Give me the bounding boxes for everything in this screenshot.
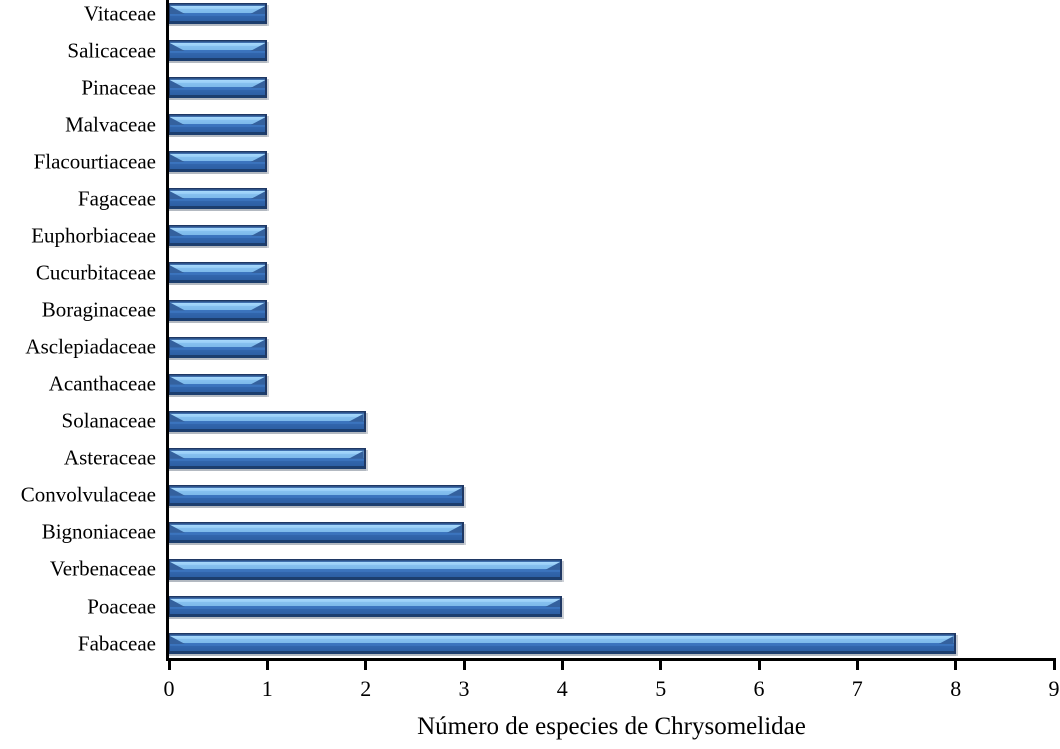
category-label: Boraginaceae [41,297,156,322]
x-axis-line [166,658,1056,661]
bar-asteraceae [169,447,366,469]
category-label: Convolvulaceae [20,482,156,507]
category-label: Malvaceae [65,112,156,137]
y-axis-line [166,0,169,661]
x-tick-mark [954,661,958,670]
bar-flacourtiaceae [169,151,268,173]
x-tick-mark [659,661,663,670]
x-tick-label: 6 [753,676,765,701]
x-tick-label: 2 [360,676,372,701]
category-label: Pinaceae [81,75,156,100]
category-label: Salicaceae [67,38,156,63]
plot-area [169,0,1054,659]
bar-boraginaceae [169,299,268,321]
x-tick-mark [855,661,859,670]
x-tick-label: 4 [556,676,568,701]
bar-pinaceae [169,77,268,99]
category-label: Bignoniaceae [41,519,156,544]
x-tick-mark [560,661,564,670]
bar-cucurbitaceae [169,262,268,284]
category-label: Poaceae [87,594,156,618]
category-label: Asteraceae [63,445,156,470]
category-label: Solanaceae [61,408,156,433]
x-tick-mark [1052,661,1056,670]
category-label: Vitaceae [83,1,156,25]
x-tick-label: 3 [458,676,470,701]
category-label: Fagaceae [77,186,156,211]
bar-malvaceae [169,114,268,136]
category-label: Flacourtiaceae [33,149,156,174]
category-label: Euphorbiaceae [31,223,156,248]
x-tick-mark [757,661,761,670]
bar-vitaceae [169,3,268,24]
x-tick-label: 1 [261,676,273,701]
bar-fabaceae [169,633,956,654]
bar-solanaceae [169,410,366,432]
category-label: Cucurbitaceae [35,260,156,285]
x-tick-mark [167,661,171,670]
bar-acanthaceae [169,373,268,395]
bar-fagaceae [169,188,268,210]
bar-asclepiadaceae [169,336,268,358]
category-label: Acanthaceae [48,371,156,396]
x-tick-label: 8 [950,676,962,701]
bar-convolvulaceae [169,484,464,506]
bar-poaceae [169,596,563,617]
category-label: Verbenaceae [49,556,156,581]
bar-bignoniaceae [169,521,464,543]
bar-salicaceae [169,40,268,62]
x-axis-title: Número de especies de Chrysomelidae [417,713,806,740]
category-label: Fabaceae [77,631,156,655]
bar-verbenaceae [169,558,563,580]
x-tick-label: 0 [163,676,175,701]
x-tick-mark [265,661,269,670]
x-tick-mark [462,661,466,670]
x-tick-label: 5 [655,676,667,701]
y-axis-category-labels: Vitaceae Salicaceae Pinaceae Malvaceae Flaco… [0,0,156,659]
x-tick-label: 7 [851,676,863,701]
x-tick-label: 9 [1048,676,1060,701]
bar-euphorbiaceae [169,225,268,247]
category-label: Asclepiadaceae [25,334,156,359]
x-tick-mark [364,661,368,670]
